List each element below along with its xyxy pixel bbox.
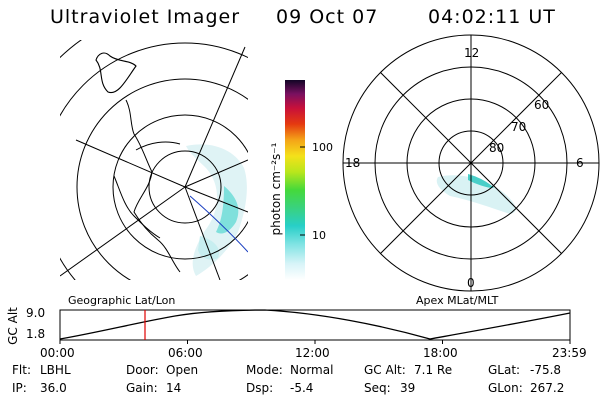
altitude-plot <box>59 309 571 344</box>
altitude-ytick-top: 9.0 <box>26 306 46 320</box>
dsp-value: -5.4 <box>290 381 314 395</box>
mode-value: Normal <box>290 363 334 377</box>
dsp-label: Dsp: <box>246 381 274 395</box>
ip-value: 36.0 <box>40 381 67 395</box>
coastline-antarctica <box>125 99 181 273</box>
apex-caption: Apex MLat/MLT <box>416 294 499 307</box>
glat-value: -75.8 <box>530 363 562 377</box>
door-value: Open <box>166 363 199 377</box>
glon-value: 267.2 <box>530 381 565 395</box>
mlt-label-18: 18 <box>345 156 361 170</box>
geographic-map <box>60 40 248 280</box>
mlat-label-80: 80 <box>489 141 505 155</box>
colorbar <box>285 80 305 280</box>
coastline-shelf <box>113 175 161 239</box>
gain-value: 14 <box>166 381 182 395</box>
gc-alt-label: GC Alt: <box>364 363 406 377</box>
mlt-label-6: 6 <box>576 156 584 170</box>
mlt-label-0: 0 <box>467 276 475 290</box>
colorbar-tick-label: 100 <box>312 141 333 154</box>
mlat-label-70: 70 <box>511 120 527 134</box>
time-tick: 18:00 <box>423 346 458 360</box>
terminator-line <box>189 195 248 253</box>
altitude-curve <box>59 309 571 340</box>
date-label: 09 Oct 07 <box>276 6 379 28</box>
instrument-title: Ultraviolet Imager <box>50 6 241 28</box>
geographic-caption: Geographic Lat/Lon <box>68 294 176 307</box>
time-tick: 12:00 <box>295 346 330 360</box>
mlat-label-60: 60 <box>534 98 550 112</box>
coastline-greenland <box>95 52 137 94</box>
mlt-polar-plot <box>342 34 600 292</box>
seq-value: 39 <box>400 381 416 395</box>
time-tick: 23:59 <box>552 346 587 360</box>
time-tick: 00:00 <box>40 346 75 360</box>
gain-label: Gain: <box>126 381 158 395</box>
aurora-bright <box>216 186 239 234</box>
coastline-ice <box>135 141 181 151</box>
glat-label: GLat: <box>488 363 521 377</box>
altitude-ylabel: GC Alt <box>6 307 20 345</box>
aurora-patch <box>198 236 220 260</box>
door-label: Door: <box>126 363 159 377</box>
time-label: 04:02:11 UT <box>428 6 556 28</box>
gc-alt-value: 7.1 Re <box>414 363 453 377</box>
altitude-ytick-bottom: 1.8 <box>26 327 46 341</box>
ip-label: IP: <box>12 381 27 395</box>
colorbar-unit-label: photon cm⁻²s⁻¹ <box>269 142 283 236</box>
seq-label: Seq: <box>364 381 391 395</box>
mlt-label-12: 12 <box>464 46 480 60</box>
colorbar-tick-label: 10 <box>312 229 326 242</box>
glon-label: GLon: <box>488 381 523 395</box>
mode-label: Mode: <box>246 363 283 377</box>
filter-label: Flt: <box>12 363 31 377</box>
time-tick: 06:00 <box>168 346 203 360</box>
filter-value: LBHL <box>40 363 71 377</box>
